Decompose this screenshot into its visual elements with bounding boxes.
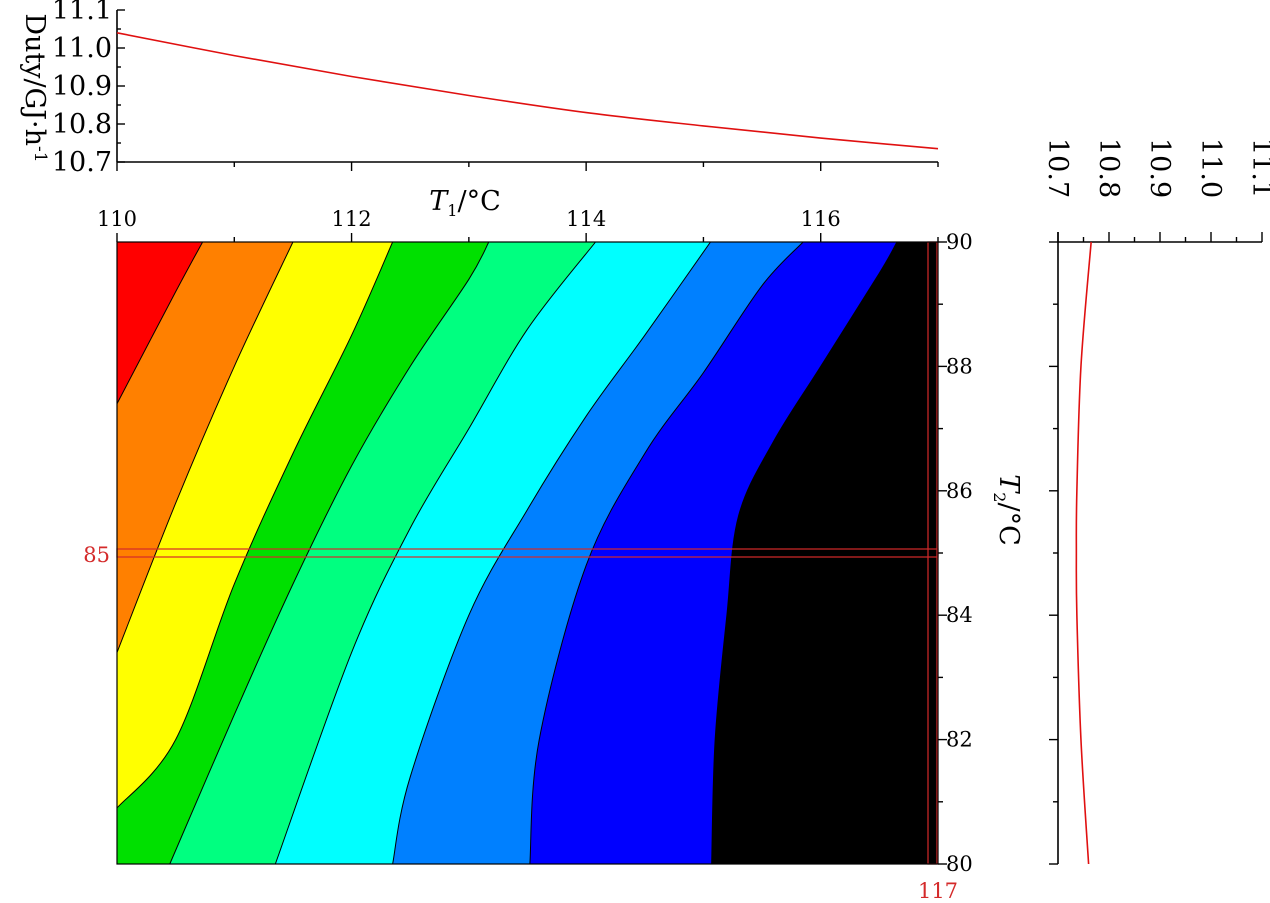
contour-x-tick-label: 116	[801, 207, 841, 231]
top-y-axis-title: Duty/GJ·h-1	[19, 13, 50, 162]
contour-x-axis: 110 112 114 116	[97, 207, 939, 242]
contour-line	[116, 241, 294, 653]
right-x-tick-label: 11.0	[1195, 138, 1226, 198]
contour-line	[274, 241, 596, 865]
contour-lines	[116, 241, 898, 865]
contour-line	[392, 241, 711, 865]
contour-y-tick-label: 84	[946, 603, 973, 627]
right-profile-ticks: 10.7 10.8 10.9 11.0 11.1	[1042, 138, 1270, 865]
y-axis-title: T2/°C	[990, 474, 1024, 545]
right-x-tick-label: 11.1	[1246, 138, 1270, 198]
right-x-tick-label: 10.7	[1042, 138, 1073, 198]
contour-y-tick-label: 88	[946, 354, 973, 378]
contour-y-tick-label: 90	[946, 230, 973, 254]
contour-y-axis: 80 82 84 86 88 90	[938, 230, 973, 876]
contour-y-tick-label: 86	[946, 479, 973, 503]
top-y-tick-label: 10.8	[52, 109, 112, 140]
right-x-tick-label: 10.9	[1144, 138, 1175, 198]
top-profile-plot: 10.7 10.8 10.9 11.0 11.1 Duty/GJ·h-1	[19, 0, 939, 178]
contour-y-tick-label: 82	[946, 728, 973, 752]
contour-line	[169, 241, 490, 865]
x-axis-title: T1/°C	[429, 186, 500, 220]
contour-x-tick-label: 110	[97, 207, 137, 231]
right-x-tick-label: 10.8	[1093, 138, 1124, 198]
contour-line	[116, 241, 204, 404]
contour-line	[116, 241, 394, 809]
contour-line	[711, 241, 898, 865]
contour-bands	[117, 242, 938, 864]
contour-line	[529, 241, 804, 865]
right-profile-series	[1075, 241, 1092, 865]
contour-x-tick-label: 112	[332, 207, 372, 231]
contour-x-tick-label: 114	[566, 207, 606, 231]
top-profile-ticks: 10.7 10.8 10.9 11.0 11.1	[52, 0, 939, 178]
top-y-tick-label: 11.1	[52, 0, 112, 26]
top-profile-series	[116, 32, 939, 150]
top-y-tick-label: 10.7	[52, 147, 112, 178]
contour-y-tick-label: 80	[946, 852, 973, 876]
contour-plot: 110 112 114 116 80 82 84 86 88 90 117 85 T1/°C T…	[83, 186, 1024, 903]
marker-x-label: 117	[918, 879, 958, 903]
top-y-tick-label: 10.9	[52, 71, 112, 102]
top-y-tick-label: 11.0	[52, 33, 112, 64]
right-profile-plot: 10.7 10.8 10.9 11.0 11.1	[1042, 138, 1270, 865]
marker-y-label: 85	[83, 543, 110, 567]
contour-band	[117, 242, 938, 864]
